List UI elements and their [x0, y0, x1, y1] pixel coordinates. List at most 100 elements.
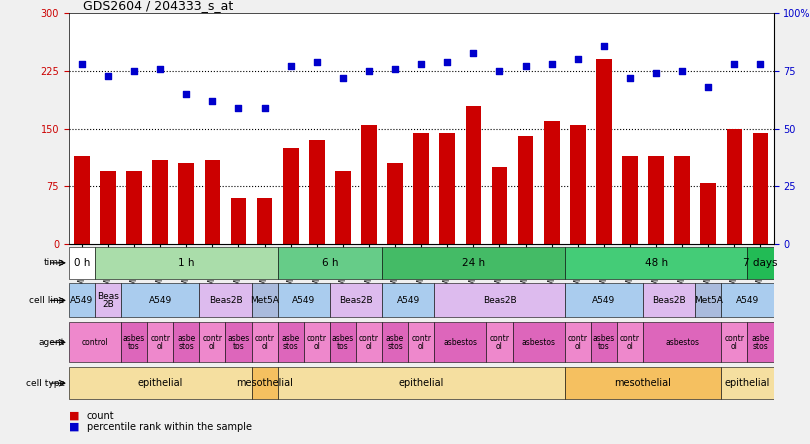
Point — [728, 60, 741, 67]
Point — [101, 72, 114, 79]
FancyBboxPatch shape — [513, 322, 565, 362]
Bar — [178, 163, 194, 244]
Bar — [752, 133, 769, 244]
Bar — [570, 125, 586, 244]
Bar — [335, 171, 351, 244]
Text: asbe
stos: asbe stos — [177, 334, 195, 351]
Point — [676, 67, 688, 75]
Point — [206, 98, 219, 105]
Point — [336, 75, 349, 82]
FancyBboxPatch shape — [304, 322, 330, 362]
Point — [232, 104, 245, 111]
FancyBboxPatch shape — [330, 322, 356, 362]
Text: A549: A549 — [735, 296, 759, 305]
Text: contr
ol: contr ol — [307, 334, 326, 351]
FancyBboxPatch shape — [69, 247, 95, 279]
Text: percentile rank within the sample: percentile rank within the sample — [87, 422, 252, 432]
Text: Met5A: Met5A — [250, 296, 279, 305]
Text: Beas2B: Beas2B — [209, 296, 242, 305]
Point — [701, 83, 714, 91]
Text: contr
ol: contr ol — [411, 334, 431, 351]
Point — [624, 75, 637, 82]
FancyBboxPatch shape — [382, 247, 565, 279]
Bar — [492, 167, 507, 244]
Text: ■: ■ — [69, 411, 79, 421]
Text: contr
ol: contr ol — [202, 334, 223, 351]
FancyBboxPatch shape — [69, 367, 252, 399]
FancyBboxPatch shape — [695, 283, 722, 317]
Text: asbe
stos: asbe stos — [282, 334, 300, 351]
Text: Beas
2B: Beas 2B — [97, 292, 119, 309]
FancyBboxPatch shape — [69, 283, 95, 317]
Text: 7 days: 7 days — [744, 258, 778, 268]
Point — [545, 60, 558, 67]
Text: asbe
stos: asbe stos — [752, 334, 770, 351]
FancyBboxPatch shape — [278, 283, 330, 317]
Text: A549: A549 — [592, 296, 616, 305]
Point — [441, 58, 454, 65]
Text: epithelial: epithelial — [138, 378, 183, 388]
Bar — [440, 133, 455, 244]
FancyBboxPatch shape — [487, 322, 513, 362]
Text: 48 h: 48 h — [645, 258, 667, 268]
FancyBboxPatch shape — [408, 322, 434, 362]
Bar — [74, 156, 90, 244]
FancyBboxPatch shape — [95, 283, 121, 317]
FancyBboxPatch shape — [356, 322, 382, 362]
Text: contr
ol: contr ol — [489, 334, 509, 351]
FancyBboxPatch shape — [199, 322, 225, 362]
Point — [415, 60, 428, 67]
Point — [75, 60, 88, 67]
Point — [519, 63, 532, 70]
Text: 1 h: 1 h — [178, 258, 194, 268]
Text: GDS2604 / 204333_s_at: GDS2604 / 204333_s_at — [83, 0, 233, 12]
Bar — [126, 171, 142, 244]
Bar — [100, 171, 116, 244]
Text: Met5A: Met5A — [694, 296, 723, 305]
Text: contr
ol: contr ol — [620, 334, 640, 351]
Point — [180, 91, 193, 98]
Point — [363, 67, 376, 75]
Bar — [544, 121, 560, 244]
Text: asbes
tos: asbes tos — [332, 334, 354, 351]
FancyBboxPatch shape — [434, 283, 565, 317]
FancyBboxPatch shape — [69, 322, 121, 362]
Point — [258, 104, 271, 111]
FancyBboxPatch shape — [643, 283, 695, 317]
Bar — [361, 125, 377, 244]
FancyBboxPatch shape — [278, 322, 304, 362]
FancyBboxPatch shape — [330, 283, 382, 317]
Bar — [727, 129, 742, 244]
FancyBboxPatch shape — [565, 322, 590, 362]
Text: 6 h: 6 h — [322, 258, 338, 268]
Text: contr
ol: contr ol — [724, 334, 744, 351]
Text: contr
ol: contr ol — [568, 334, 588, 351]
Text: epithelial: epithelial — [399, 378, 444, 388]
FancyBboxPatch shape — [565, 367, 722, 399]
Text: epithelial: epithelial — [725, 378, 770, 388]
Text: asbes
tos: asbes tos — [593, 334, 615, 351]
Bar — [205, 159, 220, 244]
FancyBboxPatch shape — [643, 322, 722, 362]
FancyBboxPatch shape — [199, 283, 252, 317]
Text: A549: A549 — [70, 296, 93, 305]
FancyBboxPatch shape — [722, 283, 774, 317]
Bar — [518, 136, 534, 244]
Text: asbe
stos: asbe stos — [386, 334, 404, 351]
Text: A549: A549 — [292, 296, 315, 305]
FancyBboxPatch shape — [382, 283, 434, 317]
Point — [598, 42, 611, 49]
Point — [154, 65, 167, 72]
Bar — [231, 198, 246, 244]
Text: cell type: cell type — [26, 379, 65, 388]
FancyBboxPatch shape — [147, 322, 173, 362]
Text: asbestos: asbestos — [665, 338, 699, 347]
FancyBboxPatch shape — [617, 322, 643, 362]
FancyBboxPatch shape — [278, 367, 565, 399]
Point — [310, 58, 323, 65]
Text: ■: ■ — [69, 422, 79, 432]
Point — [389, 65, 402, 72]
Bar — [701, 182, 716, 244]
FancyBboxPatch shape — [278, 247, 382, 279]
FancyBboxPatch shape — [590, 322, 617, 362]
